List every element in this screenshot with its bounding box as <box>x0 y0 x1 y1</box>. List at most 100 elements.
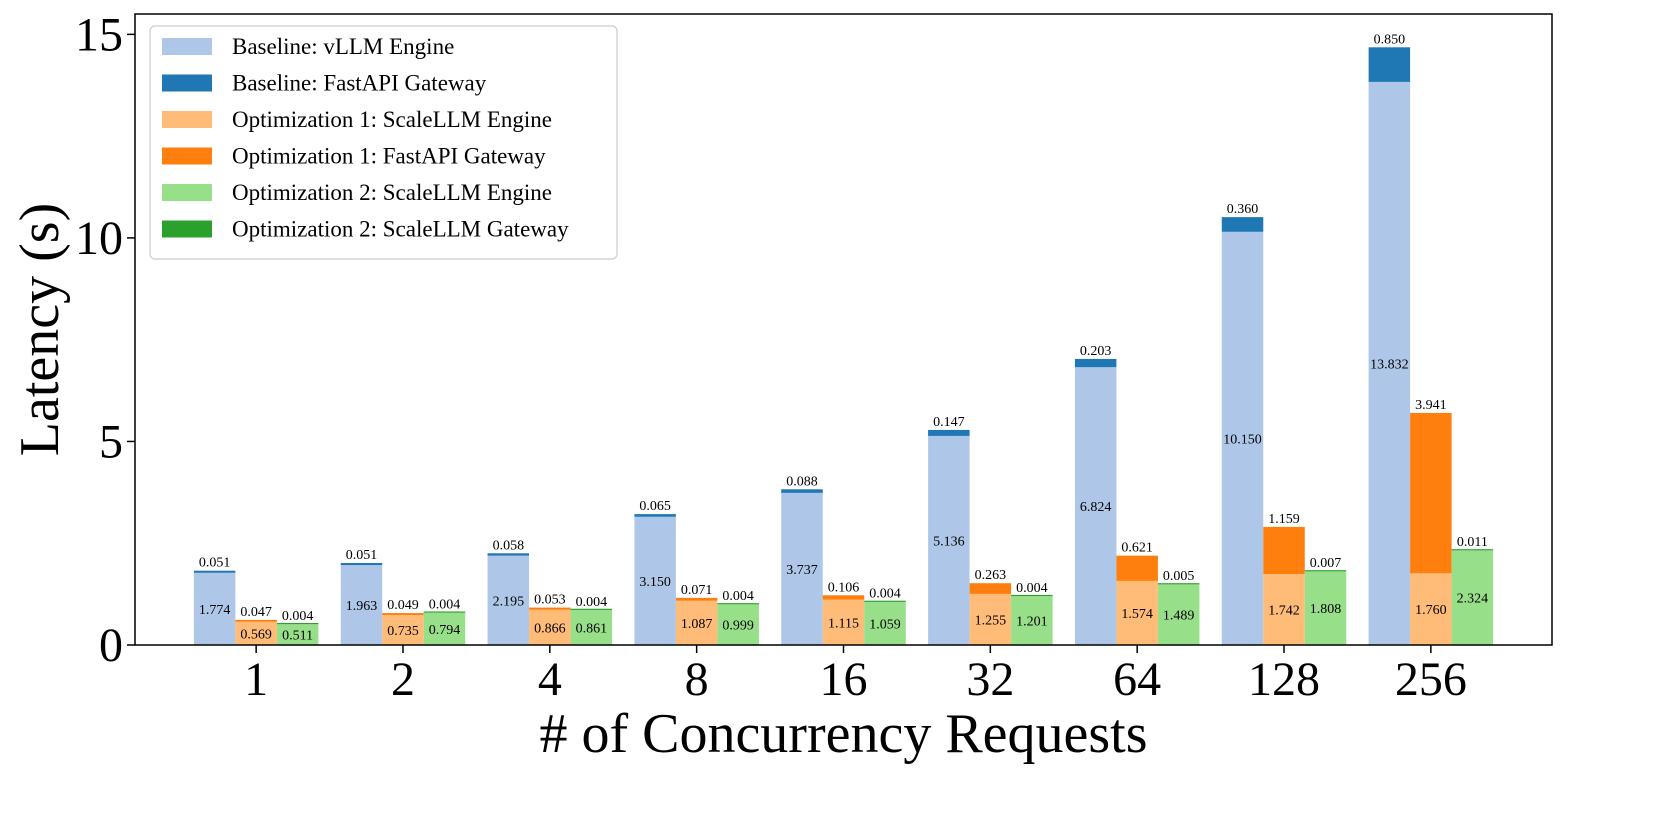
bar-baseline-engine-2 <box>340 565 383 645</box>
bar-optimization-1-engine-4 <box>529 609 571 645</box>
y-tick-label-5: 5 <box>99 415 123 468</box>
value-label-baseline-gateway-32: 0.147 <box>933 415 965 430</box>
legend-label-4: Optimization 1: FastAPI Gateway <box>232 144 546 169</box>
bar-baseline-engine-256 <box>1368 81 1411 645</box>
bar-optimization-2-gateway-32 <box>1011 594 1053 597</box>
bar-optimization-2-engine-8 <box>717 604 759 645</box>
legend-swatch-5 <box>162 184 212 201</box>
value-label-optimization-2-gateway-8: 0.004 <box>722 589 754 604</box>
bar-optimization-1-engine-2 <box>382 615 424 645</box>
value-label-optimization-2-engine-4: 0.861 <box>576 621 608 636</box>
bar-optimization-2-gateway-2 <box>423 611 466 613</box>
value-labels-layer: 1.774 0.051 0.569 0.047 0.511 0.004 1.963 0.051… <box>199 32 1488 643</box>
bar-baseline-gateway-128 <box>1221 217 1264 232</box>
x-tick-label-8: 8 <box>685 653 709 706</box>
value-label-optimization-2-engine-256: 2.324 <box>1457 592 1489 607</box>
value-label-baseline-engine-16: 3.737 <box>786 563 818 578</box>
bar-optimization-1-gateway-4 <box>529 607 571 610</box>
bar-optimization-2-gateway-256 <box>1451 549 1494 551</box>
value-label-baseline-gateway-4: 0.058 <box>493 538 525 553</box>
y-tick-label-10: 10 <box>75 212 123 265</box>
bar-optimization-1-engine-32 <box>969 593 1012 645</box>
x-axis: 1 2 4 8 16 32 64 128 256 <box>244 645 1467 706</box>
value-label-optimization-1-engine-16: 1.115 <box>828 616 859 631</box>
value-label-optimization-2-gateway-16: 0.004 <box>869 587 901 602</box>
legend-swatch-1 <box>162 38 212 55</box>
bar-baseline-gateway-4 <box>487 553 530 556</box>
value-label-optimization-1-gateway-1: 0.047 <box>240 605 272 620</box>
y-axis-title: Latency (s) <box>9 203 71 456</box>
bar-optimization-2-engine-2 <box>423 612 466 645</box>
x-tick-label-4: 4 <box>538 653 562 706</box>
value-label-optimization-1-gateway-128: 1.159 <box>1268 512 1300 527</box>
x-tick-label-256: 256 <box>1395 653 1467 706</box>
legend: Baseline: vLLM Engine Baseline: FastAPI G… <box>149 25 618 260</box>
value-label-optimization-1-engine-2: 0.735 <box>387 624 419 639</box>
bar-baseline-engine-32 <box>928 435 970 645</box>
legend-label-6: Optimization 2: ScaleLLM Gateway <box>232 217 569 242</box>
value-label-optimization-1-engine-64: 1.574 <box>1121 607 1153 622</box>
value-label-optimization-2-gateway-128: 0.007 <box>1310 556 1342 571</box>
value-label-optimization-1-gateway-4: 0.053 <box>534 593 566 608</box>
value-label-baseline-engine-128: 10.150 <box>1223 432 1262 447</box>
bar-optimization-2-engine-16 <box>864 601 906 645</box>
value-label-optimization-2-engine-1: 0.511 <box>282 629 313 644</box>
value-label-baseline-gateway-16: 0.088 <box>786 474 818 489</box>
bar-baseline-gateway-8 <box>634 514 676 517</box>
bar-optimization-1-engine-8 <box>675 600 718 645</box>
bar-optimization-1-gateway-64 <box>1116 555 1158 581</box>
bar-baseline-gateway-16 <box>781 489 823 493</box>
bar-baseline-engine-8 <box>634 516 676 645</box>
bar-baseline-engine-1 <box>193 572 236 645</box>
value-label-optimization-2-gateway-4: 0.004 <box>576 595 608 610</box>
y-axis: 0 5 10 15 <box>75 8 135 672</box>
bar-optimization-1-gateway-256 <box>1410 412 1452 574</box>
bar-optimization-1-engine-128 <box>1263 574 1305 645</box>
value-label-optimization-2-engine-32: 1.201 <box>1016 615 1048 630</box>
y-tick-label-0: 0 <box>99 619 123 672</box>
value-label-optimization-2-engine-64: 1.489 <box>1163 609 1195 624</box>
bar-baseline-gateway-32 <box>928 429 970 436</box>
legend-label-2: Baseline: FastAPI Gateway <box>232 71 487 96</box>
value-label-optimization-2-engine-8: 0.999 <box>722 619 754 634</box>
legend-label-3: Optimization 1: ScaleLLM Engine <box>232 107 552 132</box>
bar-optimization-1-gateway-1 <box>235 619 277 622</box>
bar-optimization-1-gateway-8 <box>675 597 718 601</box>
legend-swatch-6 <box>162 220 212 238</box>
y-tick-label-15: 15 <box>75 8 123 61</box>
legend-swatch-2 <box>162 74 212 92</box>
value-label-optimization-1-engine-4: 0.866 <box>534 621 566 636</box>
value-label-baseline-engine-2: 1.963 <box>346 599 378 614</box>
value-label-optimization-2-gateway-256: 0.011 <box>1457 535 1488 550</box>
value-label-optimization-2-engine-16: 1.059 <box>869 617 901 632</box>
bar-baseline-engine-4 <box>487 555 530 645</box>
value-label-baseline-gateway-2: 0.051 <box>346 548 378 563</box>
bar-optimization-1-gateway-128 <box>1263 526 1305 575</box>
value-label-optimization-1-engine-8: 1.087 <box>681 617 713 632</box>
legend-label-1: Baseline: vLLM Engine <box>232 34 454 59</box>
bar-optimization-2-gateway-8 <box>717 603 759 605</box>
bar-optimization-2-gateway-4 <box>570 608 613 610</box>
bar-optimization-2-engine-128 <box>1304 571 1347 645</box>
bar-optimization-1-engine-1 <box>235 621 277 645</box>
bar-optimization-1-engine-256 <box>1410 573 1452 645</box>
x-tick-label-32: 32 <box>966 653 1014 706</box>
legend-swatch-3 <box>162 111 212 128</box>
value-label-optimization-1-gateway-16: 0.106 <box>828 580 860 595</box>
value-label-baseline-gateway-64: 0.203 <box>1080 344 1112 359</box>
legend-label-5: Optimization 2: ScaleLLM Engine <box>232 180 552 205</box>
value-label-optimization-1-gateway-256: 3.941 <box>1415 398 1447 413</box>
bar-optimization-1-engine-64 <box>1116 580 1158 645</box>
bar-optimization-2-gateway-16 <box>864 600 906 602</box>
value-label-optimization-1-engine-1: 0.569 <box>240 627 272 642</box>
bars-layer <box>193 47 1494 646</box>
x-tick-label-16: 16 <box>820 653 868 706</box>
value-label-optimization-1-engine-256: 1.760 <box>1415 603 1447 618</box>
value-label-optimization-2-engine-2: 0.794 <box>429 623 461 638</box>
bar-optimization-1-engine-16 <box>822 599 865 645</box>
bar-baseline-gateway-2 <box>340 563 383 566</box>
x-axis-title: # of Concurrency Requests <box>539 703 1147 765</box>
value-label-baseline-engine-256: 13.832 <box>1370 357 1409 372</box>
